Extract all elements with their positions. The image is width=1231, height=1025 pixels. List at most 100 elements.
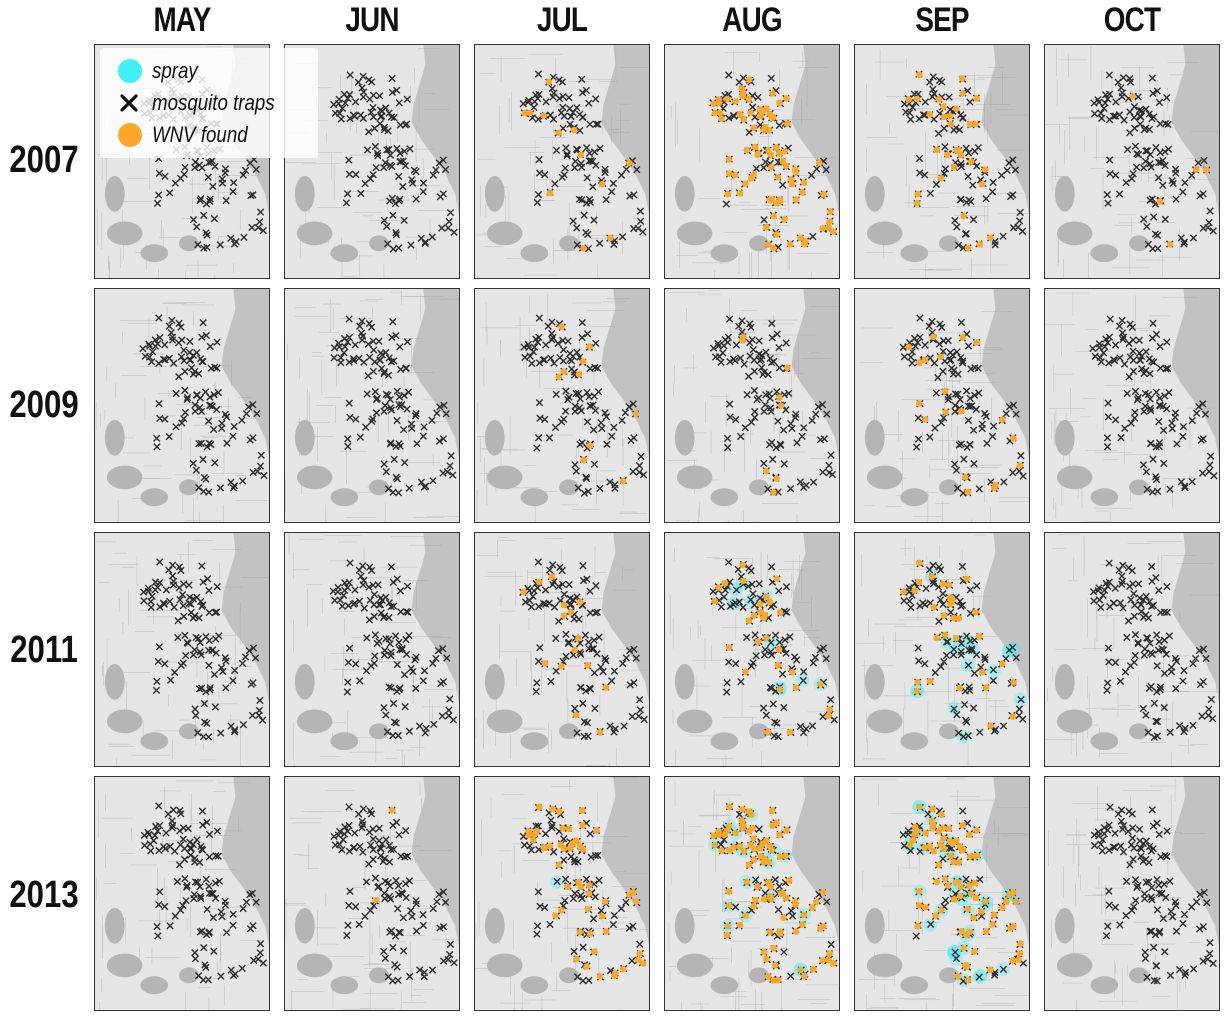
wnv-found-dot [732, 829, 739, 837]
mosquito-trap-mark [1198, 712, 1206, 720]
mosquito-trap-mark [180, 612, 188, 621]
mosquito-trap-mark [952, 466, 961, 474]
mosquito-trap-mark [369, 91, 378, 99]
mosquito-trap-mark [751, 631, 759, 639]
mosquito-trap-mark [365, 583, 373, 591]
mosquito-trap-mark [1103, 582, 1112, 591]
mosquito-trap-mark [394, 890, 403, 899]
mosquito-trap-mark [177, 353, 186, 361]
mosquito-trap-mark [213, 582, 221, 591]
mosquito-trap-mark [1128, 323, 1137, 331]
wnv-found-dot [540, 112, 547, 119]
wnv-found-dot [533, 827, 541, 835]
mosquito-trap-mark [534, 434, 543, 442]
mosquito-trap-mark [771, 718, 779, 726]
mosquito-trap-mark [1005, 646, 1013, 654]
mosquito-trap-mark [183, 393, 192, 402]
mosquito-trap-mark [1129, 336, 1137, 344]
mosquito-trap-mark [935, 617, 943, 626]
wnv-found-dot [725, 888, 733, 895]
mosquito-trap-mark [1164, 120, 1172, 129]
wnv-found-dot [769, 90, 776, 97]
mosquito-trap-mark [156, 414, 164, 423]
mosquito-trap-mark [153, 677, 161, 686]
wnv-found-dot [829, 960, 837, 967]
mosquito-trap-mark [1103, 339, 1112, 347]
mosquito-trap-mark [355, 597, 364, 605]
mosquito-trap-mark [769, 700, 777, 708]
mosquito-trap-mark [767, 684, 776, 692]
mosquito-trap-mark [1162, 650, 1170, 658]
mosquito-trap-mark [1145, 878, 1153, 886]
mosquito-trap-mark [1159, 914, 1168, 923]
mosquito-trap-mark [389, 943, 397, 952]
mosquito-trap-mark [376, 844, 384, 852]
mosquito-trap-mark [387, 113, 396, 121]
mosquito-trap-mark [639, 471, 648, 479]
wnv-found-dot [799, 189, 806, 196]
wnv-found-dot [971, 948, 978, 955]
mosquito-trap-mark [966, 441, 974, 449]
mosquito-trap-mark [345, 644, 354, 652]
mosquito-trap-mark [991, 725, 1000, 734]
mosquito-trap-mark [1105, 887, 1113, 895]
mosquito-trap-mark [413, 440, 421, 448]
mosquito-trap-mark [969, 426, 978, 434]
mosquito-trap-mark [939, 855, 947, 863]
mosquito-trap-mark [957, 318, 966, 327]
wnv-found-dot [565, 825, 573, 833]
mosquito-trap-mark [965, 149, 973, 157]
mosquito-trap-mark [581, 631, 590, 639]
wnv-found-dot [388, 807, 396, 814]
mosquito-trap-mark [618, 416, 626, 425]
wnv-found-dot [754, 151, 761, 159]
mosquito-trap-mark [561, 896, 569, 905]
wnv-found-dot [746, 76, 753, 83]
mosquito-trap-mark [818, 400, 827, 409]
mosquito-trap-mark [331, 596, 339, 605]
mosquito-trap-mark [630, 679, 638, 687]
mosquito-trap-mark [370, 346, 378, 354]
mosquito-trap-mark [755, 825, 763, 834]
mosquito-trap-mark [165, 354, 173, 362]
mosquito-trap-mark [952, 954, 961, 963]
mosquito-trap-mark [949, 651, 958, 659]
mosquito-trap-mark [197, 439, 205, 448]
wnv-found-dot [921, 844, 928, 852]
mosquito-trap-mark [936, 596, 945, 604]
mosquito-trap-mark [352, 170, 360, 179]
mosquito-trap-mark [345, 156, 353, 164]
mosquito-trap-mark [1160, 880, 1168, 888]
mosquito-trap-mark [207, 440, 215, 449]
mosquito-trap-mark [399, 425, 408, 434]
wnv-found-dot [952, 634, 960, 642]
mosquito-trap-mark [571, 704, 579, 713]
mosquito-trap-mark [1147, 682, 1155, 691]
mosquito-trap-mark [346, 114, 354, 123]
mosquito-trap-mark [1203, 899, 1211, 907]
mosquito-trap-mark [949, 351, 957, 359]
mosquito-trap-mark [412, 195, 420, 203]
mosquito-trap-mark [598, 424, 606, 433]
map-panel-2007-jul [474, 44, 650, 279]
mosquito-trap-mark [256, 949, 264, 957]
mosquito-trap-mark [827, 451, 835, 459]
mosquito-trap-mark [361, 912, 369, 921]
mosquito-trap-mark [1179, 677, 1187, 685]
wnv-found-dot [950, 896, 958, 903]
mosquito-trap-mark [407, 241, 415, 249]
mosquito-trap-mark [1163, 338, 1171, 346]
mosquito-trap-mark [403, 95, 411, 103]
mosquito-trap-mark [630, 191, 638, 199]
mosquito-trap-mark [345, 399, 353, 407]
wnv-found-dot [574, 635, 582, 642]
mosquito-trap-mark [755, 337, 763, 345]
mosquito-trap-mark [1154, 646, 1163, 654]
wnv-found-dot [770, 212, 777, 220]
mosquito-trap-mark [1139, 596, 1148, 604]
mosquito-trap-mark [197, 894, 205, 903]
mosquito-trap-mark [766, 394, 774, 402]
mosquito-trap-mark [774, 733, 782, 741]
mosquito-trap-mark [749, 103, 757, 111]
mosquito-trap-mark [1121, 424, 1129, 433]
